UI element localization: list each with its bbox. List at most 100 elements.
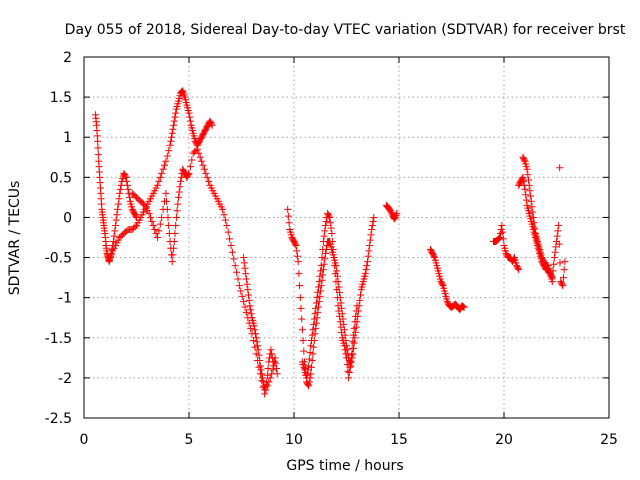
- data-point: [524, 171, 532, 179]
- data-point: [312, 299, 320, 307]
- data-point: [258, 370, 266, 378]
- data-point: [188, 156, 196, 164]
- data-point: [525, 176, 532, 184]
- data-point: [205, 177, 213, 185]
- data-point: [115, 195, 123, 203]
- data-point: [520, 177, 528, 185]
- data-point: [312, 304, 320, 312]
- data-point: [365, 247, 373, 255]
- data-point: [295, 270, 303, 278]
- data-point: [247, 310, 255, 318]
- data-point: [124, 185, 132, 193]
- data-point: [550, 254, 558, 262]
- data-point: [158, 169, 166, 177]
- data-point: [165, 147, 173, 155]
- data-point: [336, 312, 343, 320]
- y-tick-label: 2: [63, 50, 72, 66]
- data-point: [521, 185, 529, 193]
- data-point: [363, 262, 371, 270]
- data-point: [154, 234, 161, 241]
- data-point: [368, 225, 376, 233]
- data-point: [342, 350, 350, 358]
- data-point: [496, 234, 504, 241]
- data-point: [94, 151, 102, 159]
- data-point: [242, 275, 250, 283]
- data-point: [170, 121, 178, 129]
- data-point: [185, 109, 193, 117]
- data-point: [325, 212, 333, 220]
- data-point: [186, 113, 194, 121]
- data-point: [308, 336, 315, 344]
- data-point: [459, 303, 467, 311]
- data-point: [333, 294, 341, 302]
- data-point: [166, 141, 174, 149]
- data-point: [352, 307, 360, 315]
- data-point: [319, 246, 327, 254]
- x-tick-label: 25: [600, 432, 618, 448]
- y-tick-label: -1.5: [45, 331, 72, 347]
- data-point: [369, 217, 377, 225]
- data-point: [370, 213, 378, 221]
- data-point: [520, 181, 528, 189]
- data-point: [364, 252, 372, 260]
- data-point: [307, 342, 315, 350]
- data-point: [296, 282, 304, 290]
- data-point: [156, 220, 164, 228]
- data-point: [223, 221, 231, 229]
- x-tick-label: 15: [390, 432, 408, 448]
- data-point: [184, 171, 192, 179]
- data-point: [347, 358, 355, 366]
- data-point: [495, 234, 503, 242]
- data-point: [393, 209, 401, 217]
- data-point: [298, 326, 306, 334]
- data-point: [294, 258, 302, 266]
- data-point: [554, 227, 562, 235]
- data-point: [349, 350, 357, 358]
- data-point: [510, 255, 518, 263]
- data-point: [341, 346, 349, 354]
- data-point: [327, 224, 335, 232]
- data-point: [177, 177, 185, 185]
- data-point: [321, 227, 329, 235]
- grid: [84, 57, 609, 418]
- data-point: [116, 189, 124, 197]
- data-point: [294, 252, 301, 260]
- data-point: [207, 120, 215, 128]
- data-point: [149, 221, 157, 229]
- data-point: [122, 173, 130, 181]
- data-point: [163, 197, 171, 205]
- data-point: [320, 232, 328, 240]
- data-point: [94, 137, 102, 145]
- x-tick-label: 10: [285, 432, 303, 448]
- data-point: [366, 242, 374, 250]
- data-point: [297, 304, 305, 312]
- data-point: [326, 219, 334, 227]
- data-point: [329, 246, 337, 254]
- data-point: [293, 247, 301, 255]
- data-point: [330, 254, 338, 262]
- data-point: [322, 221, 329, 229]
- data-point: [199, 161, 207, 169]
- data-point: [438, 280, 446, 288]
- data-point: [561, 258, 569, 266]
- data-point: [112, 216, 120, 224]
- data-point: [193, 145, 201, 153]
- data-point: [315, 283, 322, 291]
- data-point: [155, 227, 163, 235]
- data-point: [322, 250, 329, 258]
- data-point: [306, 348, 314, 356]
- data-point: [240, 298, 248, 306]
- data-point: [114, 200, 122, 208]
- data-point: [338, 328, 346, 336]
- data-point: [220, 211, 228, 219]
- data-point: [145, 209, 153, 217]
- data-point: [317, 267, 325, 275]
- data-point: [252, 330, 259, 338]
- data-point: [498, 221, 506, 229]
- data-point: [257, 366, 265, 374]
- data-point: [305, 362, 313, 370]
- data-point: [154, 181, 161, 189]
- data-point: [230, 255, 238, 263]
- data-point: [323, 242, 331, 250]
